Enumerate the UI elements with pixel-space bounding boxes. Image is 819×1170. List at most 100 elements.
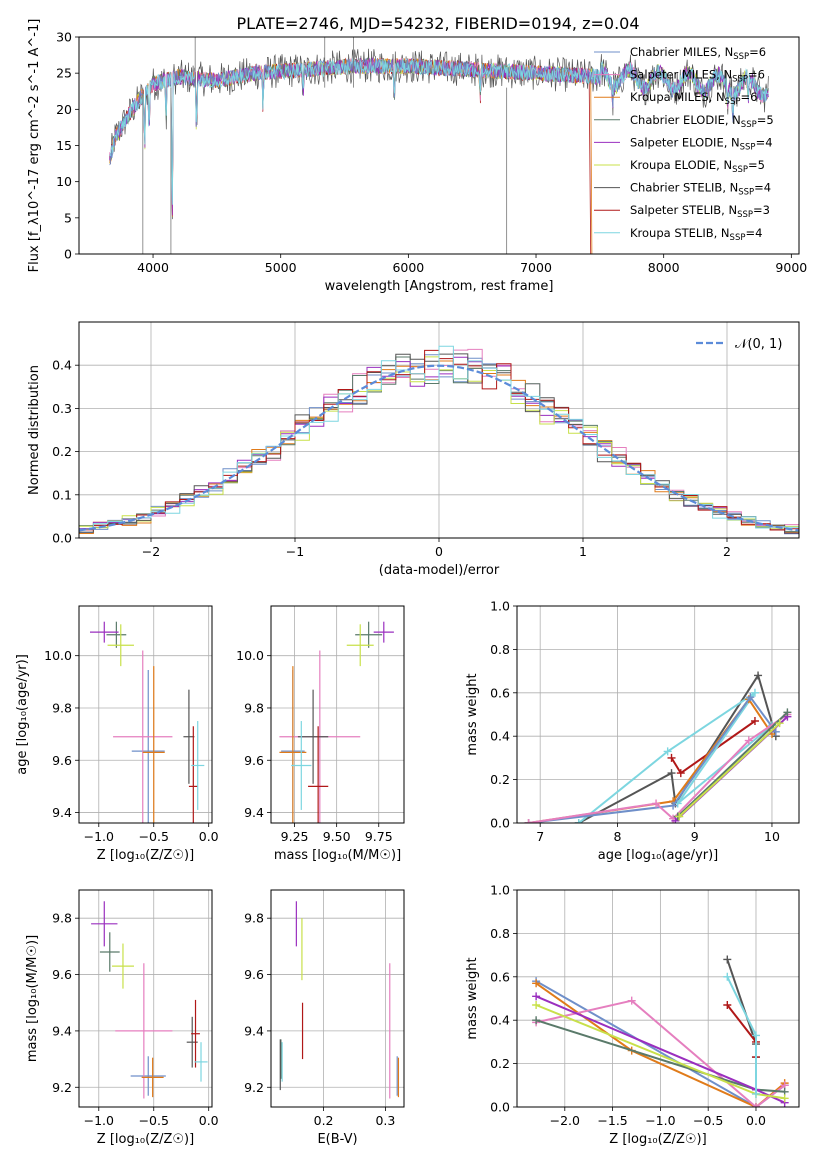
y-tick-label: 9.8 [244,700,264,715]
x-axis-label: E(B-V) [317,1132,357,1147]
weight-marker [771,727,780,736]
legend-label: Chabrier STELIB, N [630,181,738,195]
y-tick-label: 10.0 [236,648,264,663]
x-axis-label: mass [log₁₀(M/M☉)] [274,848,401,863]
chart-mass-vs-ebv: 0.2 0.3 9.2 9.4 9.6 9.8 E(B-V) [244,889,405,1147]
y-tick-label: 0.0 [490,816,510,831]
x-tick-label: 0.3 [375,1113,395,1128]
legend-sub: SSP [733,52,749,62]
y-tick-label: 9.8 [244,911,264,926]
legend-label: Salpeter ELODIE, N [630,135,740,149]
y-tick-label: 9.4 [244,805,264,820]
axes-frame [516,889,800,1108]
axes-frame [270,889,405,1108]
plot-area [279,621,394,823]
axes-frame [78,321,800,539]
plot-area [524,671,792,823]
x-tick-label: −2.0 [550,1113,580,1128]
legend-entry: Salpeter ELODIE, NSSP=4 [630,135,773,152]
x-tick-label: 9000 [775,260,807,275]
y-tick-label: 0.2 [490,772,510,787]
legend-tail: =3 [753,203,770,217]
x-tick-label: 0.0 [199,829,219,844]
y-tick-label: 9.2 [244,1080,264,1095]
y-tick-label: 0.6 [490,969,510,984]
x-tick-label: −1 [286,544,304,559]
y-tick-label: 9.4 [52,805,72,820]
legend-tail: =4 [754,181,771,195]
y-tick-label: 9.8 [52,911,72,926]
y-tick-label: 25 [56,66,72,81]
y-tick-label: 1.0 [490,599,510,614]
x-axis-label: Z [log₁₀(Z/Z☉)] [97,1132,194,1147]
legend-label: Kroupa MILES, N [630,90,725,104]
chart-age-vs-mass: 9.25 9.50 9.75 9.4 9.6 9.8 10.0 mass [log₁₀(M/M… [236,605,405,863]
figure-title: PLATE=2746, MJD=54232, FIBERID=0194, z=0… [236,14,639,33]
weight-marker [627,996,636,1005]
x-tick-label: 9 [691,829,699,844]
y-axis-label: mass weight [465,673,480,755]
legend-sub: SSP [740,142,756,152]
weight-marker [780,1094,789,1103]
x-tick-label: 0.0 [746,1113,766,1128]
x-tick-label: 0.2 [314,1113,334,1128]
weight-line [678,722,781,818]
axes-frame [78,889,213,1108]
spectrum-line [109,57,593,254]
x-tick-label: 0.0 [199,1113,219,1128]
legend: 𝒩(0, 1) [696,337,782,352]
y-tick-label: 9.6 [52,753,72,768]
weight-marker [669,801,678,810]
y-axis-label: mass [log₁₀(M/M☉)] [25,935,40,1062]
legend-entry: 𝒩(0, 1) [735,337,782,352]
weight-marker [532,979,541,988]
legend-sub: SSP [737,210,753,220]
weight-marker [750,688,759,697]
weight-marker [667,753,676,762]
legend-sub: SSP [741,120,757,130]
x-tick-label: −1.0 [645,1113,675,1128]
x-tick-label: −0.5 [139,1113,169,1128]
weight-marker [751,1089,760,1098]
legend-sub: SSP [738,188,754,198]
legend-entry: Kroupa ELODIE, NSSP=5 [630,158,765,175]
weight-marker [754,671,763,680]
axes-frame [516,605,800,824]
y-tick-label: 0.8 [490,642,510,657]
weight-marker [751,1031,760,1040]
weight-marker [574,819,583,823]
chart-spectrum: 4000 5000 6000 7000 8000 9000 0 5 10 15 20 25 30 wave… [27,19,807,294]
y-tick-label: 1.0 [490,883,510,898]
legend-sub: SSP [730,233,746,243]
legend-entry: Kroupa STELIB, NSSP=4 [630,226,762,243]
legend-entry: Kroupa MILES, NSSP=6 [630,90,757,107]
y-tick-label: 0.3 [52,401,72,416]
x-tick-label: −1.0 [84,829,114,844]
chart-age-vs-z: −1.0 −0.5 0.0 9.4 9.6 9.8 10.0 Z [log₁₀(Z/Z☉)] a… [15,605,219,863]
x-tick-label: 8000 [648,260,680,275]
weight-marker [675,812,684,821]
legend-entry: Chabrier STELIB, NSSP=4 [630,181,771,198]
weight-line [677,711,789,818]
x-tick-label: −0.5 [139,829,169,844]
x-tick-label: 7 [536,829,544,844]
legend-entry: Chabrier MILES, NSSP=6 [630,45,766,62]
x-tick-label: −2 [142,544,160,559]
x-tick-label: 4000 [137,260,169,275]
weight-line [528,695,777,823]
x-tick-label: 10 [764,829,780,844]
weight-marker [746,693,755,702]
y-tick-label: 0.2 [490,1056,510,1071]
y-tick-label: 0.4 [52,358,72,373]
weight-marker [723,1001,732,1010]
x-tick-label: 5000 [265,260,297,275]
x-tick-label: 8 [613,829,621,844]
y-tick-label: 9.6 [52,967,72,982]
legend-tail: =5 [757,113,774,127]
x-tick-label: 0 [435,544,443,559]
x-tick-label: 9.25 [281,829,309,844]
legend-tail: =5 [748,158,765,172]
y-tick-label: 9.6 [244,753,264,768]
y-tick-label: 15 [56,138,72,153]
